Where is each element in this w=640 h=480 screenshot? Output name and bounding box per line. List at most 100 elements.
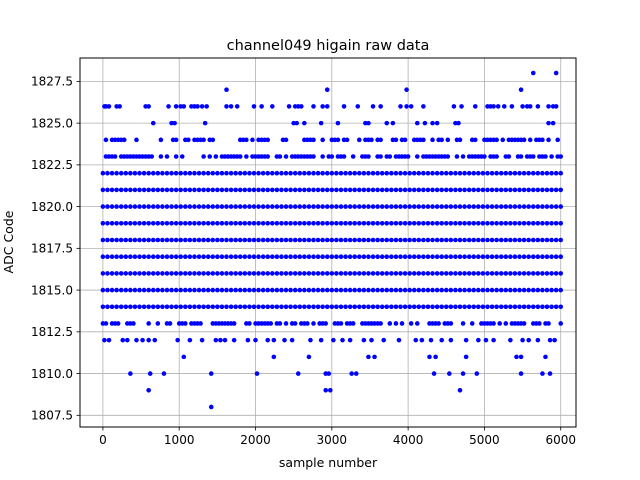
data-point [411, 170, 417, 176]
data-point [389, 187, 394, 193]
data-point [242, 220, 248, 226]
data-point [457, 271, 463, 276]
data-point [114, 204, 119, 209]
data-point [132, 204, 138, 209]
data-point [260, 237, 266, 243]
data-point [256, 254, 261, 259]
data-point [302, 287, 307, 293]
data-point [421, 170, 426, 176]
data-point [100, 287, 106, 293]
data-point [160, 254, 165, 259]
data-point [260, 220, 266, 226]
data-point [315, 220, 321, 226]
data-point [292, 271, 298, 276]
data-point [535, 304, 541, 310]
data-point [155, 321, 161, 326]
data-point [173, 287, 179, 293]
data-point [237, 287, 243, 293]
data-point [231, 337, 237, 343]
data-point [430, 304, 435, 310]
data-point [237, 304, 243, 310]
data-point [169, 187, 174, 193]
data-point [196, 170, 202, 176]
data-point [501, 104, 507, 109]
data-point [205, 254, 211, 259]
data-point [512, 271, 518, 276]
data-point [480, 304, 486, 310]
y-tick-label: 1822.5 [31, 158, 73, 172]
data-point [146, 187, 151, 193]
data-point [334, 254, 339, 259]
data-point [311, 321, 316, 326]
data-point [448, 220, 454, 226]
data-point [469, 321, 475, 326]
data-point [164, 287, 170, 293]
data-point [202, 120, 208, 126]
data-point [269, 104, 275, 109]
data-point [402, 271, 408, 276]
data-point [421, 187, 426, 193]
data-point [512, 220, 518, 226]
data-point [178, 304, 184, 310]
data-point [549, 237, 554, 243]
data-point [265, 187, 271, 193]
data-point [356, 254, 362, 259]
data-point [224, 170, 229, 176]
data-point [279, 204, 284, 209]
data-point [109, 187, 115, 193]
data-point [279, 287, 284, 293]
data-point [141, 187, 147, 193]
data-point [430, 170, 435, 176]
data-point [476, 254, 481, 259]
data-point [549, 154, 554, 159]
data-point [228, 204, 234, 209]
data-point [178, 220, 184, 226]
data-point [334, 287, 339, 293]
data-point [105, 220, 110, 226]
data-point [393, 321, 399, 326]
data-point [463, 337, 469, 343]
data-point [370, 204, 376, 209]
data-point [384, 220, 390, 226]
data-point [237, 237, 243, 243]
data-point [546, 137, 551, 143]
data-point [356, 170, 362, 176]
data-point [485, 254, 490, 259]
data-point [448, 304, 454, 310]
data-point [318, 337, 324, 343]
data-point [434, 120, 440, 126]
data-point [457, 220, 463, 226]
y-tick-label: 1812.5 [31, 325, 73, 339]
data-point [114, 170, 119, 176]
data-point [416, 287, 422, 293]
data-point [283, 321, 289, 326]
data-point [334, 220, 339, 226]
data-point [427, 354, 432, 360]
data-point [334, 271, 339, 276]
data-point [233, 254, 238, 259]
data-point [361, 187, 367, 193]
data-point [366, 237, 371, 243]
data-point [379, 220, 385, 226]
data-point [530, 271, 536, 276]
x-axis-label: sample number [279, 455, 378, 470]
data-point [210, 220, 216, 226]
data-point [114, 187, 119, 193]
data-point [327, 387, 333, 393]
data-point [329, 220, 335, 226]
data-point [434, 254, 440, 259]
data-point [485, 204, 490, 209]
data-point [251, 254, 257, 259]
data-point [205, 287, 211, 293]
data-point [482, 154, 487, 159]
data-point [288, 237, 293, 243]
data-point [408, 104, 414, 109]
data-point [526, 220, 531, 226]
data-point [393, 187, 399, 193]
data-point [233, 204, 238, 209]
data-point [201, 304, 206, 310]
data-point [260, 170, 266, 176]
data-point [506, 154, 512, 159]
data-point [187, 337, 193, 343]
data-point [352, 187, 358, 193]
